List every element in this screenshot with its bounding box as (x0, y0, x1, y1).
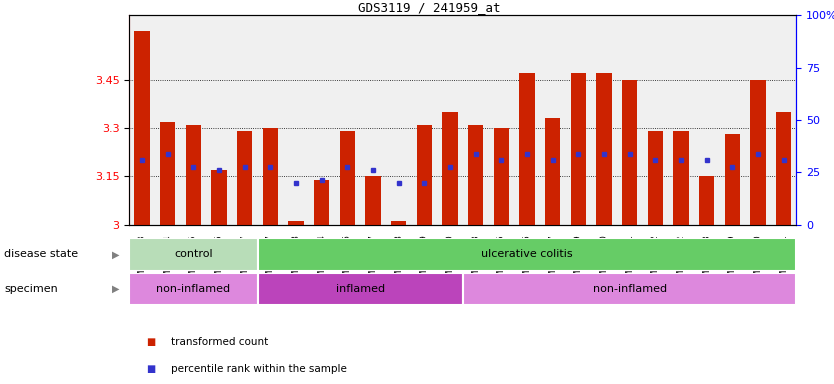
Bar (160, 122, 175, 225)
Text: non-inflamed: non-inflamed (156, 284, 230, 294)
Bar (622, 80, 637, 225)
Bar (596, 73, 611, 225)
Bar (545, 118, 560, 225)
Bar (570, 73, 586, 225)
Bar (673, 131, 689, 225)
Bar (468, 125, 484, 225)
Bar (648, 131, 663, 225)
Bar (237, 131, 253, 225)
Text: ▶: ▶ (112, 284, 119, 294)
Bar (494, 128, 509, 225)
Text: transformed count: transformed count (171, 337, 269, 347)
Bar (314, 180, 329, 225)
Text: inflamed: inflamed (335, 284, 384, 294)
Bar (391, 222, 406, 225)
Bar (258, 238, 796, 271)
Text: ■: ■ (146, 337, 155, 347)
Bar (520, 73, 535, 225)
Text: percentile rank within the sample: percentile rank within the sample (171, 364, 347, 374)
Bar (725, 134, 740, 225)
Bar (776, 112, 791, 225)
Title: GDS3119 / 241959_at: GDS3119 / 241959_at (359, 1, 500, 14)
Text: specimen: specimen (4, 284, 58, 294)
Bar (442, 112, 458, 225)
Bar (258, 273, 463, 305)
Bar (134, 31, 150, 225)
Bar (365, 176, 381, 225)
Bar (263, 128, 278, 225)
Text: control: control (174, 249, 213, 260)
Text: ■: ■ (146, 364, 155, 374)
Bar (339, 131, 355, 225)
Bar (417, 125, 432, 225)
Text: ▶: ▶ (112, 249, 119, 260)
Bar (186, 125, 201, 225)
Bar (211, 170, 227, 225)
Bar (463, 273, 796, 305)
Text: disease state: disease state (4, 249, 78, 260)
Bar (699, 176, 715, 225)
Bar (751, 80, 766, 225)
Bar (289, 222, 304, 225)
Text: non-inflamed: non-inflamed (593, 284, 666, 294)
Bar (129, 238, 258, 271)
Bar (129, 273, 258, 305)
Text: ulcerative colitis: ulcerative colitis (481, 249, 573, 260)
